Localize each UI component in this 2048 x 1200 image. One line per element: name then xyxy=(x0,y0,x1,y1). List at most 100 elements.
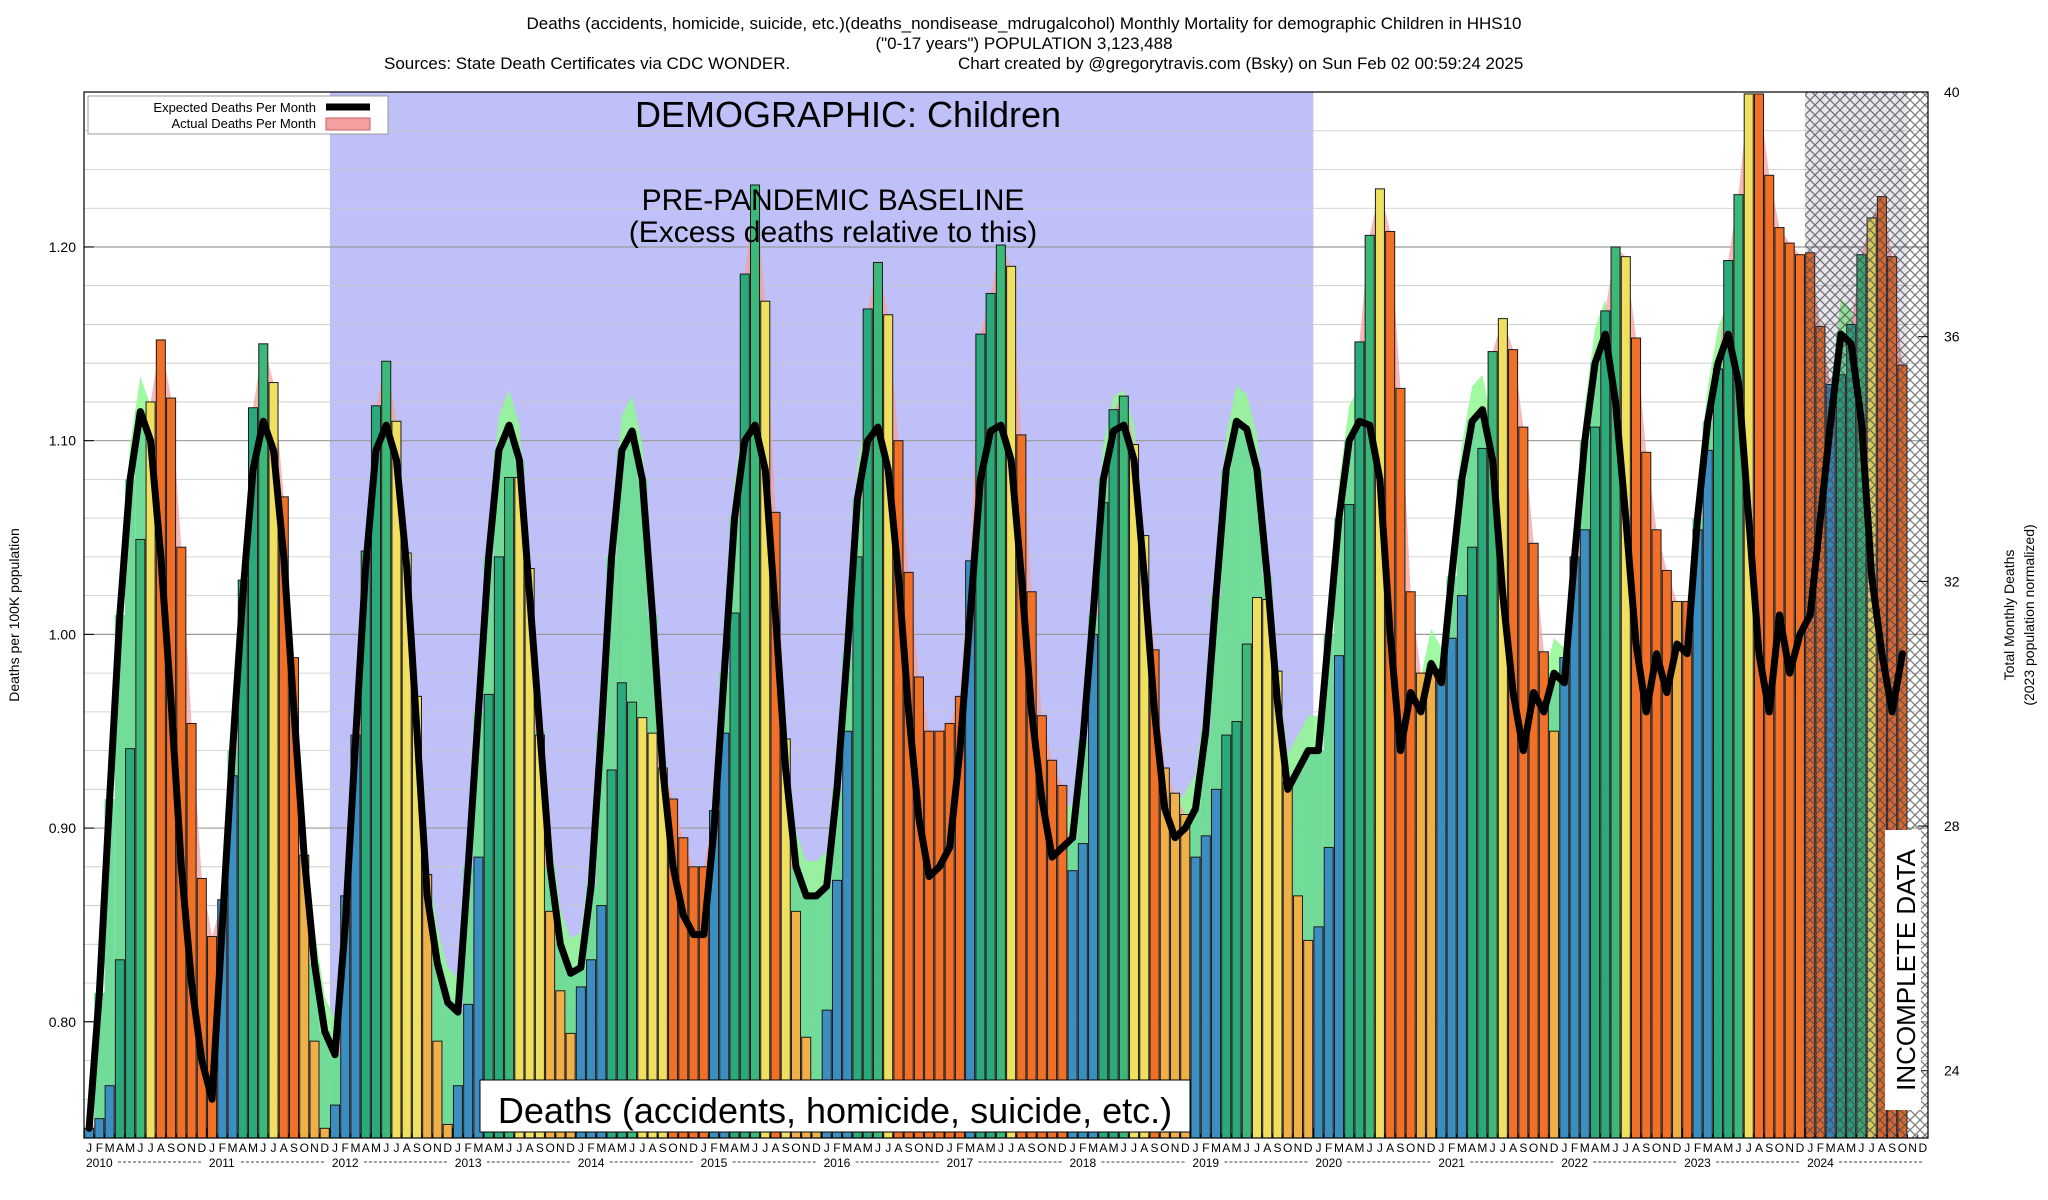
month-tick-label: O xyxy=(914,1141,923,1155)
month-tick-label: O xyxy=(791,1141,800,1155)
month-tick-label: M xyxy=(1354,1141,1364,1155)
month-tick-label: O xyxy=(1160,1141,1169,1155)
month-tick-label: J xyxy=(1008,1141,1014,1155)
month-tick-label: N xyxy=(1417,1141,1426,1155)
month-tick-label: N xyxy=(187,1141,196,1155)
month-tick-label: J xyxy=(875,1141,881,1155)
month-bar xyxy=(995,244,1006,1139)
month-tick-label: A xyxy=(1017,1141,1025,1155)
deficit-fill xyxy=(1200,731,1211,836)
deficit-fill xyxy=(114,615,125,960)
deficit-fill xyxy=(1210,595,1222,790)
month-tick-label: M xyxy=(965,1141,975,1155)
deficit-fill xyxy=(309,963,320,1042)
month-tick-label: J xyxy=(1438,1141,1444,1155)
month-tick-label: J xyxy=(824,1141,830,1155)
month-bar xyxy=(1743,93,1754,1139)
month-tick-label: A xyxy=(1345,1141,1353,1155)
month-bar xyxy=(1651,529,1662,1139)
month-bar xyxy=(309,1040,320,1139)
month-tick-label: J xyxy=(1807,1141,1813,1155)
month-tick-label: J xyxy=(506,1141,512,1155)
month-bar xyxy=(1446,637,1457,1139)
month-bar xyxy=(1221,734,1232,1139)
month-tick-label: A xyxy=(403,1141,411,1155)
month-tick-label: D xyxy=(1796,1141,1805,1155)
month-tick-label: J xyxy=(1869,1141,1875,1155)
month-bar xyxy=(1692,529,1703,1139)
month-tick-label: M xyxy=(617,1141,627,1155)
month-tick-label: A xyxy=(1099,1141,1107,1155)
month-tick-label: O xyxy=(1283,1141,1292,1155)
deficit-fill xyxy=(452,1012,464,1086)
month-tick-label: O xyxy=(545,1141,554,1155)
month-bar xyxy=(432,1040,443,1139)
month-bar xyxy=(1671,600,1683,1139)
month-tick-label: A xyxy=(1837,1141,1845,1155)
year-label: 2021 xyxy=(1438,1156,1465,1170)
month-bar xyxy=(1579,529,1590,1139)
month-tick-label: D xyxy=(320,1141,329,1155)
month-tick-label: J xyxy=(516,1141,522,1155)
month-tick-label: S xyxy=(1028,1141,1036,1155)
month-tick-label: S xyxy=(290,1141,298,1155)
month-bar xyxy=(913,676,924,1139)
year-label: 2018 xyxy=(1069,1156,1096,1170)
deficit-fill xyxy=(585,886,597,960)
month-bar xyxy=(1231,721,1242,1139)
month-tick-label: A xyxy=(1591,1141,1599,1155)
month-bar xyxy=(1620,256,1631,1139)
month-bar xyxy=(1241,643,1252,1139)
deficit-fill xyxy=(483,556,494,695)
month-bar xyxy=(1426,668,1437,1139)
month-bar xyxy=(739,273,750,1139)
deficit-fill xyxy=(493,450,505,557)
month-bar xyxy=(1344,504,1355,1139)
month-tick-label: M xyxy=(740,1141,750,1155)
month-tick-label: M xyxy=(473,1141,483,1155)
month-bar xyxy=(883,314,894,1139)
month-tick-label: A xyxy=(771,1141,779,1155)
month-tick-label: J xyxy=(1735,1141,1741,1155)
month-tick-label: A xyxy=(362,1141,370,1155)
y2-axis-subtitle: (2023 population normalized) xyxy=(2021,524,2037,705)
category-label: Deaths (accidents, homicide, suicide, et… xyxy=(498,1090,1172,1131)
month-bar xyxy=(1528,542,1539,1139)
demographic-title: DEMOGRAPHIC: Children xyxy=(635,94,1061,135)
month-tick-label: J xyxy=(332,1141,338,1155)
year-label: 2016 xyxy=(824,1156,851,1170)
month-tick-label: M xyxy=(1232,1141,1242,1155)
month-tick-label: A xyxy=(731,1141,739,1155)
deficit-fill xyxy=(94,992,105,1119)
month-bar xyxy=(155,339,166,1139)
month-tick-label: S xyxy=(659,1141,667,1155)
month-bar xyxy=(1590,426,1601,1139)
baseline-subtitle: (Excess deaths relative to this) xyxy=(629,216,1038,249)
year-label: 2023 xyxy=(1684,1156,1711,1170)
year-label: 2022 xyxy=(1561,1156,1588,1170)
deficit-fill xyxy=(575,967,586,987)
legend-label-actual: Actual Deaths Per Month xyxy=(171,116,316,131)
incomplete-label-text: INCOMPLETE DATA xyxy=(1891,848,1921,1090)
y2-tick-label: 32 xyxy=(1944,573,1960,589)
y-tick-label: 0.90 xyxy=(49,820,76,836)
month-tick-label: J xyxy=(1561,1141,1567,1155)
deficit-fill xyxy=(555,944,566,991)
deficit-fill xyxy=(1467,421,1478,548)
month-tick-label: M xyxy=(1211,1141,1221,1155)
year-label: 2013 xyxy=(455,1156,482,1170)
month-tick-label: F xyxy=(342,1141,349,1155)
month-bar xyxy=(1784,242,1795,1139)
deficit-fill xyxy=(647,615,658,734)
month-bar xyxy=(463,1003,474,1139)
month-tick-label: S xyxy=(905,1141,913,1155)
month-tick-label: A xyxy=(1140,1141,1148,1155)
month-tick-label: O xyxy=(668,1141,677,1155)
month-bar xyxy=(1364,234,1375,1139)
deficit-fill xyxy=(1323,634,1334,848)
deficit-fill xyxy=(565,973,576,1034)
deficit-fill xyxy=(463,866,474,1005)
month-tick-label: J xyxy=(1746,1141,1752,1155)
month-bar xyxy=(258,343,269,1139)
